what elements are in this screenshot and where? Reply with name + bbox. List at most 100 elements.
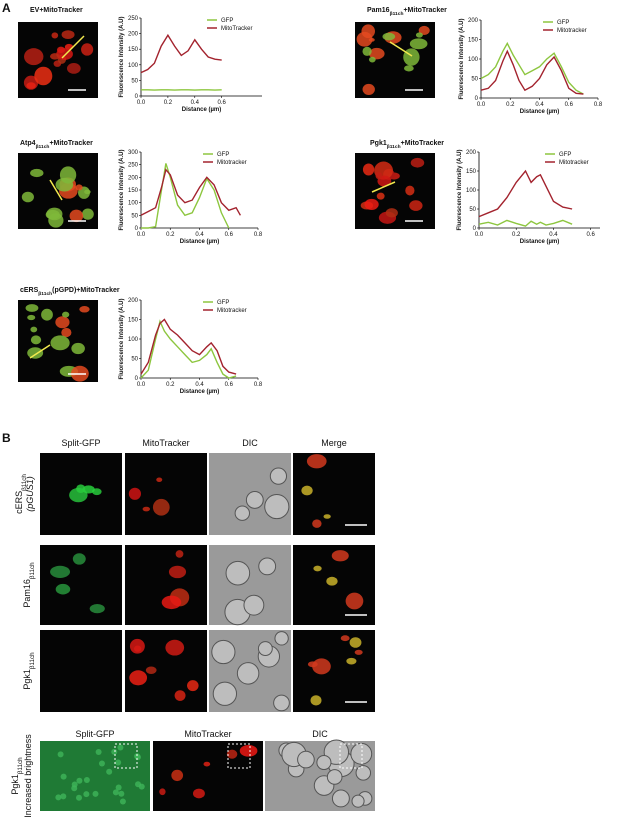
x-tick-label: 0.0 xyxy=(137,232,146,238)
image-title-part: β11ch xyxy=(36,144,50,150)
cell xyxy=(313,565,322,572)
cell xyxy=(30,326,38,333)
x-tick-label: 0.8 xyxy=(254,382,263,388)
cell xyxy=(79,306,90,313)
cell xyxy=(364,198,379,210)
y-tick-label: 50 xyxy=(131,213,138,219)
x-tick-label: 0.8 xyxy=(254,232,263,238)
x-tick-label: 0.4 xyxy=(549,232,558,238)
image-title-part: EV+MitoTracker xyxy=(30,7,83,14)
series-line xyxy=(140,318,237,375)
row-label-extra: Increased brightness xyxy=(23,734,33,818)
cell xyxy=(355,765,372,781)
x-tick-label: 0.2 xyxy=(166,232,175,238)
series-line xyxy=(480,41,584,95)
image-title-part: β11ch xyxy=(38,291,52,297)
y-axis-label: Fluorescence Intensity (A.U) xyxy=(119,16,125,97)
x-tick-label: 0.4 xyxy=(195,382,204,388)
image-title-part: (pGPD)+MitoTracker xyxy=(52,287,120,294)
column-header: DIC xyxy=(312,729,328,739)
cell xyxy=(61,30,75,40)
cell xyxy=(118,790,125,797)
cell xyxy=(76,777,83,784)
cell xyxy=(171,769,184,782)
cell xyxy=(418,25,430,35)
cell xyxy=(21,191,34,203)
cell xyxy=(211,639,236,665)
row-label-part: β11ch xyxy=(29,562,36,579)
cell xyxy=(203,761,211,767)
row-label-part: Pgk1 xyxy=(10,774,20,795)
cell xyxy=(62,311,70,318)
row-label-part: β11ch xyxy=(17,757,24,774)
x-axis-label: Distance (µm) xyxy=(520,239,559,245)
y-tick-label: 100 xyxy=(128,63,139,69)
series-line xyxy=(480,49,584,95)
cell xyxy=(274,631,289,646)
x-tick-label: 0.0 xyxy=(477,102,486,108)
series-line xyxy=(140,168,242,216)
y-tick-label: 200 xyxy=(128,32,139,38)
cell xyxy=(138,783,145,790)
cell xyxy=(326,769,343,785)
scan-line xyxy=(371,181,396,193)
cell xyxy=(310,695,322,706)
cell xyxy=(84,189,91,195)
legend-label: GFP xyxy=(559,152,571,158)
cell xyxy=(119,798,126,805)
cell xyxy=(306,454,327,469)
y-tick-label: 150 xyxy=(128,188,139,194)
y-tick-label: 100 xyxy=(128,337,139,343)
y-tick-label: 0 xyxy=(135,376,139,382)
cell xyxy=(83,776,90,783)
legend-label: GFP xyxy=(557,20,569,26)
cell xyxy=(350,742,373,765)
scan-line xyxy=(29,344,51,359)
cell xyxy=(351,794,365,808)
cell xyxy=(212,681,238,706)
column-header: Split-GFP xyxy=(61,438,100,448)
image-title-part: Pgk1 xyxy=(370,140,387,147)
x-tick-label: 0.0 xyxy=(137,382,146,388)
x-axis-label: Distance (µm) xyxy=(180,239,219,245)
row-label-part: Pgk1 xyxy=(22,669,32,690)
cell xyxy=(226,749,238,759)
cell xyxy=(273,694,290,712)
zoom-box xyxy=(339,743,363,769)
cell xyxy=(174,690,186,701)
y-tick-label: 250 xyxy=(128,16,139,22)
image-title-part: +MitoTracker xyxy=(401,140,445,147)
y-tick-label: 200 xyxy=(466,150,477,156)
cell xyxy=(362,83,375,95)
image-title-part: +MitoTracker xyxy=(49,140,93,147)
cell xyxy=(82,485,95,494)
image-title-part: β11ch xyxy=(390,11,404,17)
cell xyxy=(129,638,145,654)
y-tick-label: 100 xyxy=(466,188,477,194)
x-tick-label: 0.4 xyxy=(195,232,204,238)
cell xyxy=(81,43,94,56)
cell xyxy=(159,788,166,796)
cell xyxy=(27,314,36,321)
cell xyxy=(161,595,182,610)
cell xyxy=(76,484,86,494)
y-tick-label: 0 xyxy=(475,96,479,102)
cell xyxy=(129,670,148,686)
x-tick-label: 0.2 xyxy=(506,102,515,108)
series-line xyxy=(478,169,573,218)
panel-label: A xyxy=(2,1,11,15)
cell xyxy=(376,192,385,200)
cell xyxy=(331,550,349,562)
cell xyxy=(301,485,313,496)
x-axis-label: Distance (µm) xyxy=(182,107,221,113)
cell xyxy=(142,506,151,512)
x-tick-label: 0.4 xyxy=(191,100,200,106)
cell xyxy=(71,342,85,355)
image-title: Pam16β11ch+MitoTracker xyxy=(367,7,447,17)
row-label-part: β11ch xyxy=(29,652,36,669)
cell xyxy=(239,744,258,757)
x-tick-label: 0.2 xyxy=(164,100,173,106)
micrograph xyxy=(40,630,122,712)
y-tick-label: 150 xyxy=(468,38,479,44)
x-tick-label: 0.0 xyxy=(475,232,484,238)
